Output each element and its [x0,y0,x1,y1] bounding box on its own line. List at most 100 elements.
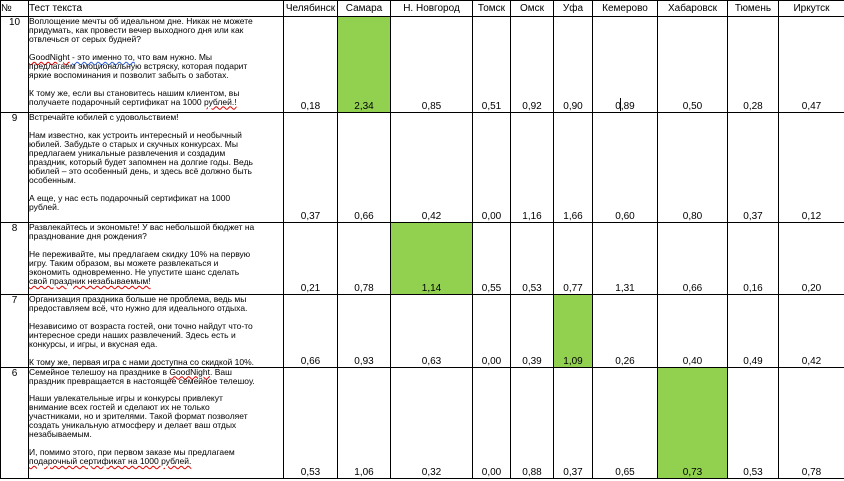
cell-value: 1,09 [563,355,583,367]
value-cell[interactable]: 0,37 [727,112,779,223]
text-segment: К тому же, первая игра с нами доступна с… [29,356,255,367]
value-cell[interactable]: 0,12 [778,112,844,223]
cell-value: 0,37 [300,211,321,222]
value-cell[interactable]: 0,40 [657,294,728,368]
test-text-cell[interactable]: Развлекайтесь и экономьте! У вас небольш… [28,222,284,295]
paragraph: Нам известно, как устроить интересный и … [29,129,283,185]
cell-value: 0,92 [522,101,542,112]
spellcheck-blue-underline-text: - это именно то, [72,51,135,62]
table-body: 10 Воплощение мечты об идеальном дне. Ник… [0,16,844,479]
value-cell[interactable]: 1,66 [553,112,593,223]
cell-value: 0,77 [563,283,583,294]
test-text-cell[interactable]: Организация праздника больше не проблема… [28,294,284,368]
row-number: 10 [8,17,21,29]
value-cell[interactable]: 0,37 [283,112,338,223]
cell-value: 1,66 [563,211,583,222]
value-cell[interactable]: 0,32 [390,366,473,479]
value-cell[interactable]: 0,00 [472,366,511,479]
value-cell[interactable]: 0,66 [283,294,338,368]
cell-value: 0,39 [522,355,542,367]
value-cell[interactable]: 0,55 [472,222,511,295]
column-header-тюмень[interactable]: Тюмень [727,0,779,17]
column-header-челябинск[interactable]: Челябинск [283,0,338,17]
value-cell[interactable]: 0,65 [592,366,658,479]
value-cell[interactable]: 0,37 [553,366,593,479]
column-header-text[interactable]: Тест текста [28,0,284,17]
value-cell[interactable]: 0,47 [778,16,844,113]
column-header-самара[interactable]: Самара [337,0,391,17]
column-header-label: Иркутск [793,3,830,14]
cell-value: 1,06 [354,466,374,478]
test-text-cell[interactable]: Встречайте юбилей с удовольствием! Нам из… [28,112,284,223]
value-cell[interactable]: 0,49 [727,294,779,368]
value-cell[interactable]: 0,26 [592,294,658,368]
value-cell-highlighted[interactable]: 1,14 [390,222,473,295]
value-cell[interactable]: 0,78 [337,222,391,295]
value-cell[interactable]: 0,21 [283,222,338,295]
cell-value: 0,53 [743,466,763,478]
value-cell[interactable]: 0,53 [727,366,779,479]
value-cell[interactable]: 0,89 [592,16,658,113]
cell-value: 0,66 [354,211,374,222]
test-text-cell[interactable]: Воплощение мечты об идеальном дне. Никак… [28,16,284,113]
value-cell[interactable]: 1,06 [337,366,391,479]
text-segment: А еще, у нас есть подарочный сертификат … [29,192,231,212]
column-header-омск[interactable]: Омск [510,0,554,17]
value-cell[interactable]: 1,31 [592,222,658,295]
text-segment: Не переживайте, мы предлагаем скидку 10%… [29,248,251,277]
column-header-num[interactable]: № [0,0,29,17]
column-header-label: Кемерово [602,3,648,14]
row-number-cell[interactable]: 8 [0,222,29,295]
value-cell[interactable]: 0,28 [727,16,779,113]
row-number: 7 [11,295,18,306]
value-cell[interactable]: 0,85 [390,16,473,113]
value-cell[interactable]: 0,63 [390,294,473,368]
value-cell[interactable]: 0,53 [283,366,338,479]
value-cell[interactable]: 0,93 [337,294,391,368]
row-number: 6 [11,367,18,379]
cell-value: 0,66 [682,283,703,294]
row-number-cell[interactable]: 6 [0,366,29,479]
paragraph: Развлекайтесь и экономьте! У вас небольш… [30,224,283,242]
value-cell[interactable]: 0,20 [778,222,844,295]
value-cell[interactable]: 0,90 [553,16,593,113]
text-segment: Нам известно, как устроить интересный и … [29,129,253,185]
value-cell[interactable]: 0,60 [592,112,658,223]
row-number-cell[interactable]: 7 [0,294,29,368]
value-cell[interactable]: 0,16 [727,222,779,295]
test-text-cell[interactable]: Семейное телешоу на празднике в GoodNigh… [28,366,284,479]
table-row: 8 Развлекайтесь и экономьте! У вас неболь… [0,222,844,295]
value-cell[interactable]: 1,16 [510,112,554,223]
value-cell-highlighted[interactable]: 0,73 [657,366,728,479]
value-cell[interactable]: 0,78 [778,366,844,479]
value-cell[interactable]: 0,80 [657,112,728,223]
column-header-кемерово[interactable]: Кемерово [592,0,658,17]
column-header-хабаровск[interactable]: Хабаровск [657,0,728,17]
value-cell[interactable]: 0,39 [510,294,554,368]
cell-value: 0,53 [300,466,321,478]
column-header-уфа[interactable]: Уфа [553,0,593,17]
value-cell[interactable]: 0,18 [283,16,338,113]
value-cell[interactable]: 0,66 [337,112,391,223]
value-cell[interactable]: 0,00 [472,112,511,223]
row-number: 8 [11,223,18,235]
column-header-иркутск[interactable]: Иркутск [778,0,844,17]
value-cell[interactable]: 0,42 [778,294,844,368]
value-cell-highlighted[interactable]: 2,34 [337,16,391,113]
column-header-томск[interactable]: Томск [472,0,511,17]
row-number-cell[interactable]: 10 [0,16,29,113]
value-cell[interactable]: 0,66 [657,222,728,295]
column-header-н. новгород[interactable]: Н. Новгород [390,0,473,17]
value-cell[interactable]: 0,53 [510,222,554,295]
value-cell[interactable]: 0,50 [657,16,728,113]
value-cell[interactable]: 0,42 [390,112,473,223]
value-cell[interactable]: 0,88 [510,366,554,479]
value-cell[interactable]: 0,00 [472,294,511,368]
value-cell[interactable]: 0,77 [553,222,593,295]
row-number-cell[interactable]: 9 [0,112,29,223]
cell-value: 0,93 [354,355,374,367]
value-cell-highlighted[interactable]: 1,09 [553,294,593,368]
value-cell[interactable]: 0,92 [510,16,554,113]
value-cell[interactable]: 0,51 [472,16,511,113]
